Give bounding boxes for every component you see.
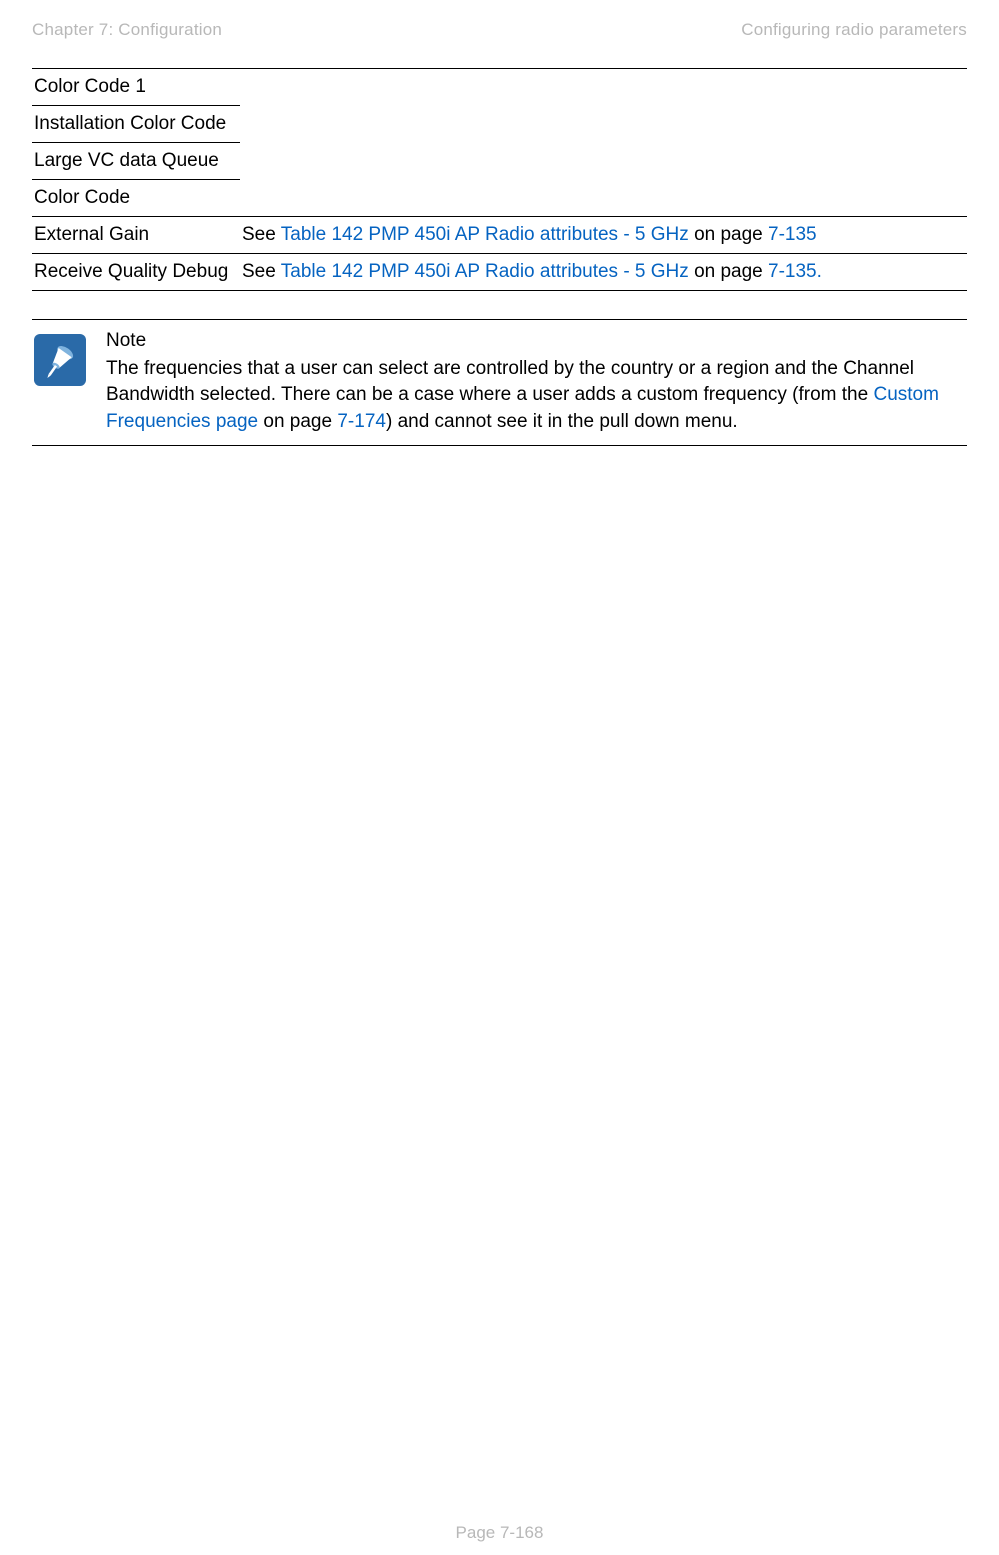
header-right: Configuring radio parameters: [741, 20, 967, 40]
table-row: Color Code: [32, 180, 967, 217]
params-table: Color Code 1 Installation Color Code Lar…: [32, 69, 967, 291]
value-mid: on page: [694, 261, 768, 282]
note-text: The frequencies that a user can select a…: [106, 356, 967, 435]
value-prefix: See: [242, 224, 281, 245]
page: Chapter 7: Configuration Configuring rad…: [0, 0, 999, 1555]
page-footer: Page 7-168: [0, 1523, 999, 1543]
param-value: [240, 106, 967, 143]
table-row: Large VC data Queue: [32, 143, 967, 180]
param-label: Receive Quality Debug: [32, 254, 240, 291]
note-block: Note The frequencies that a user can sel…: [32, 319, 967, 446]
param-label: Installation Color Code: [32, 106, 240, 143]
header-left: Chapter 7: Configuration: [32, 20, 222, 40]
value-mid: on page: [694, 224, 768, 245]
param-label: Color Code: [32, 180, 240, 217]
param-label: Large VC data Queue: [32, 143, 240, 180]
note-text-pre: The frequencies that a user can select a…: [106, 358, 914, 405]
param-value: [240, 69, 967, 106]
table-row: Installation Color Code: [32, 106, 967, 143]
note-text-post: ) and cannot see it in the pull down men…: [386, 411, 738, 432]
param-value: See Table 142 PMP 450i AP Radio attribut…: [240, 254, 967, 291]
table-row: Receive Quality Debug See Table 142 PMP …: [32, 254, 967, 291]
param-value: See Table 142 PMP 450i AP Radio attribut…: [240, 217, 967, 254]
page-ref-link[interactable]: 7-135.: [768, 261, 822, 282]
note-body: Note The frequencies that a user can sel…: [106, 328, 967, 435]
value-prefix: See: [242, 261, 281, 282]
note-text-mid: on page: [258, 411, 337, 432]
param-value: [240, 180, 967, 217]
cross-ref-link[interactable]: Table 142 PMP 450i AP Radio attributes -…: [281, 261, 694, 282]
cross-ref-link[interactable]: Table 142 PMP 450i AP Radio attributes -…: [281, 224, 694, 245]
param-label: Color Code 1: [32, 69, 240, 106]
note-title: Note: [106, 328, 967, 354]
param-label: External Gain: [32, 217, 240, 254]
table-row: Color Code 1: [32, 69, 967, 106]
page-ref-link[interactable]: 7-174: [337, 411, 386, 432]
table-row: External Gain See Table 142 PMP 450i AP …: [32, 217, 967, 254]
param-value: [240, 143, 967, 180]
pushpin-icon: [34, 334, 86, 386]
page-header: Chapter 7: Configuration Configuring rad…: [32, 20, 967, 40]
page-number: Page 7-168: [456, 1523, 544, 1542]
page-ref-link[interactable]: 7-135: [768, 224, 817, 245]
